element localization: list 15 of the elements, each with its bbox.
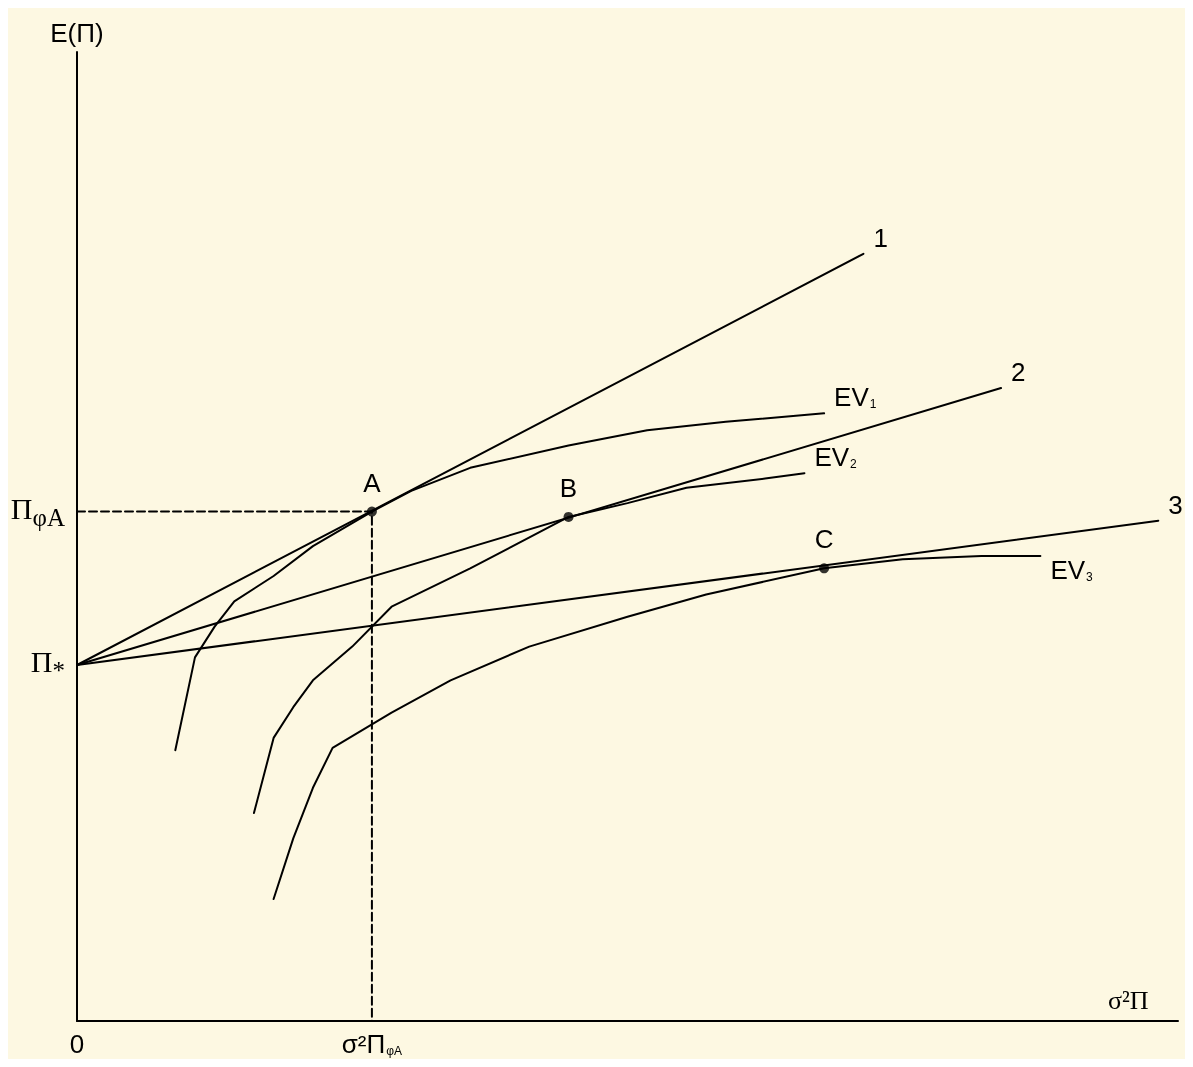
series-label: EV2: [814, 442, 858, 473]
series-label: EV1: [834, 382, 877, 413]
annotation: A: [363, 467, 381, 498]
x-axis-title: σ²Π: [1108, 985, 1149, 1015]
annotation: C: [814, 524, 834, 555]
series-label: 1: [873, 222, 888, 253]
x-tick-label: σ²ΠφA: [341, 1029, 403, 1059]
series-label: EV3: [1050, 555, 1094, 586]
text: E(Π): [50, 18, 104, 49]
series-label: 3: [1168, 489, 1183, 520]
x-tick-label: 0: [69, 1029, 85, 1059]
annotation: B: [559, 473, 578, 504]
annotation: Π$_{φA}$: [10, 491, 65, 532]
series-label: 2: [1011, 357, 1026, 388]
annotation: Π$_{*}$: [30, 645, 65, 685]
